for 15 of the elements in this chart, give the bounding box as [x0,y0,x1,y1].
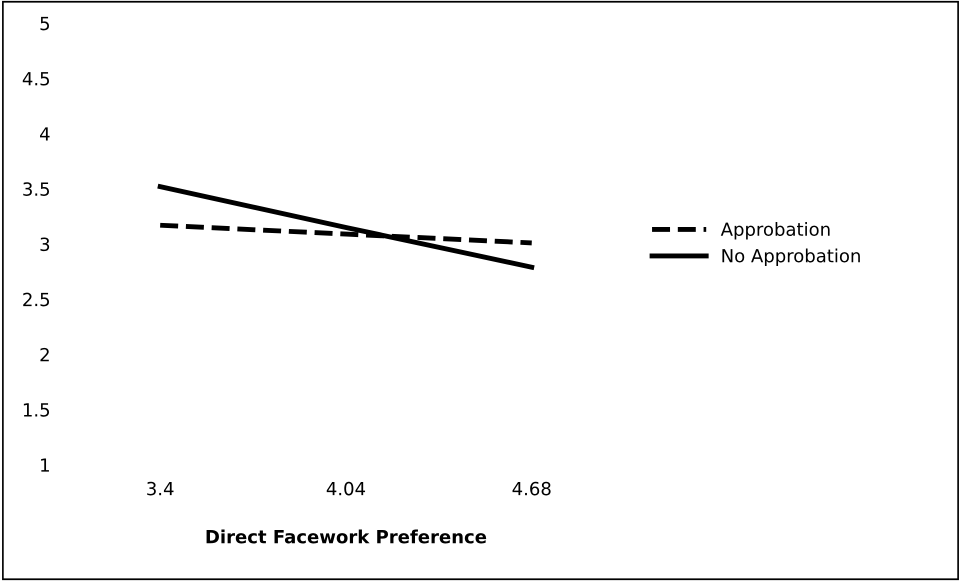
y-tick-label: 3.5 [23,182,50,196]
legend-label: Approbation [720,222,830,240]
y-tick-label: 1 [41,458,49,472]
y-tick-label: 2.5 [23,292,50,306]
x-axis-title: Direct Facework Preference [206,529,486,544]
y-tick-label: 3 [40,237,50,252]
y-tick-label: 4 [40,127,50,140]
legend-label: No Approbation [722,248,860,266]
x-tick-label: 4.68 [512,482,551,496]
x-tick-label: 4.04 [326,482,366,496]
x-tick-label: 3.4 [147,482,174,496]
y-tick-label: 1.5 [24,403,50,417]
y-tick-label: 2 [40,348,49,362]
y-tick-label: 4.5 [22,72,50,86]
y-tick-label: 5 [40,16,50,30]
